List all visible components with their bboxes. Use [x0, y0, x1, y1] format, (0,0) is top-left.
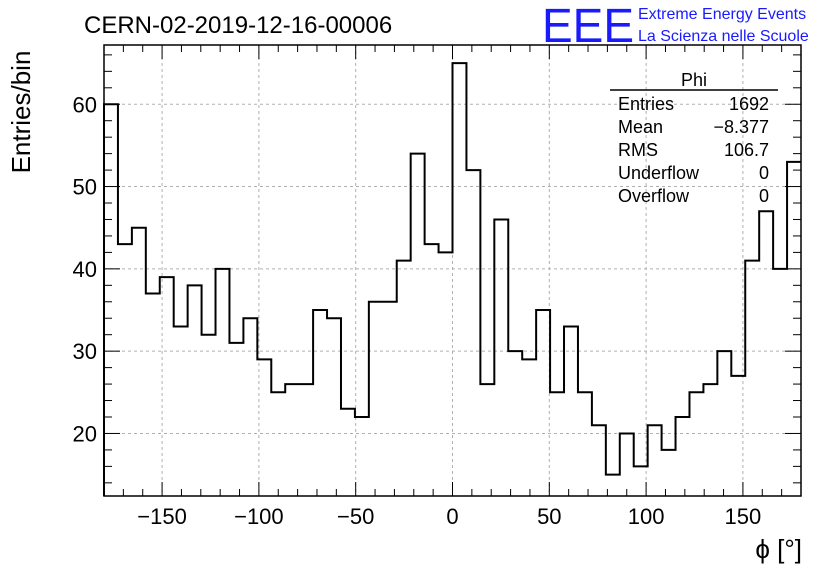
stats-value: −8.377	[713, 117, 769, 137]
histogram-bin	[132, 228, 146, 496]
histogram-bin	[578, 392, 592, 496]
y-tick-label: 50	[73, 175, 97, 200]
histogram-bin	[606, 475, 620, 496]
stats-box: Phi Entries 1692 Mean −8.377 RMS 106.7 U…	[610, 70, 778, 206]
y-tick-label: 60	[73, 92, 97, 117]
stats-label: Overflow	[618, 186, 690, 206]
stats-label: Underflow	[618, 163, 700, 183]
histogram-bin	[118, 244, 132, 496]
histogram-bin	[439, 252, 453, 496]
histogram-bin	[397, 261, 411, 496]
histogram-bin	[271, 392, 285, 496]
histogram-bin	[787, 162, 801, 496]
histogram-bin	[508, 351, 522, 496]
stats-value: 0	[759, 163, 769, 183]
histogram-bin	[369, 302, 383, 496]
histogram-bin	[480, 384, 494, 496]
histogram-bin	[522, 359, 536, 496]
histogram-bin	[229, 343, 243, 496]
brand-line-1: Extreme Energy Events	[638, 6, 806, 23]
histogram-bin	[564, 326, 578, 496]
histogram-bin	[703, 384, 717, 496]
y-tick-label: 40	[73, 257, 97, 282]
x-tick-label: 50	[537, 504, 561, 529]
histogram-bin	[257, 359, 271, 496]
histogram-bin	[634, 466, 648, 496]
histogram-bin	[202, 335, 216, 496]
histogram-bin	[550, 392, 564, 496]
histogram-bin	[453, 63, 467, 496]
histogram-bin	[188, 285, 202, 496]
stats-value: 0	[759, 186, 769, 206]
stats-label: Entries	[618, 94, 674, 114]
histogram-bin	[411, 154, 425, 496]
y-tick-label: 30	[73, 339, 97, 364]
chart-title: CERN-02-2019-12-16-00006	[84, 12, 392, 39]
histogram-bin	[174, 326, 188, 496]
x-tick-label: −150	[137, 504, 187, 529]
stats-label: RMS	[618, 140, 658, 160]
histogram-bin	[536, 310, 550, 496]
histogram-bin	[689, 392, 703, 496]
histogram-bin	[243, 318, 257, 496]
y-axis-title: Entries/bin	[6, 51, 36, 174]
histogram-bin	[662, 450, 676, 496]
histogram-bin	[104, 104, 118, 496]
x-tick-label: 100	[628, 504, 665, 529]
x-tick-labels: −150 −100 −50 0 50 100 150	[137, 504, 761, 529]
y-tick-label: 20	[73, 421, 97, 446]
stats-box-name: Phi	[681, 70, 707, 90]
histogram-bin	[717, 351, 731, 496]
histogram-bin	[313, 310, 327, 496]
histogram-bin	[146, 294, 160, 496]
histogram-bin	[494, 219, 508, 496]
y-tick-labels: 20 30 40 50 60	[73, 92, 97, 446]
histogram-bin	[299, 384, 313, 496]
histogram-bin	[676, 417, 690, 496]
eee-logo: EEE	[542, 0, 634, 53]
brand-line-2: La Scienza nelle Scuole	[638, 28, 809, 45]
stats-label: Mean	[618, 117, 663, 137]
histogram-bin	[216, 269, 230, 496]
histogram-bin	[773, 269, 787, 496]
histogram-outline	[103, 62, 801, 496]
histogram-bin	[355, 417, 369, 496]
stats-value: 106.7	[724, 140, 769, 160]
histogram-bin	[592, 425, 606, 496]
histogram-bin	[327, 318, 341, 496]
histogram-bin	[745, 261, 759, 496]
histogram-bin	[425, 244, 439, 496]
stats-value: 1692	[729, 94, 769, 114]
histogram-bin	[466, 170, 480, 496]
histogram-bin	[620, 433, 634, 496]
histogram-bin	[383, 302, 397, 496]
x-tick-label: 0	[446, 504, 458, 529]
histogram-bin	[341, 409, 355, 496]
histogram-bin	[285, 384, 299, 496]
histogram-bin	[648, 425, 662, 496]
axis-ticks	[103, 45, 802, 496]
x-tick-label: −100	[234, 504, 284, 529]
x-tick-label: 150	[725, 504, 762, 529]
x-tick-label: −50	[337, 504, 374, 529]
x-axis-title: ϕ [°]	[755, 534, 802, 564]
histogram-bin	[759, 211, 773, 496]
